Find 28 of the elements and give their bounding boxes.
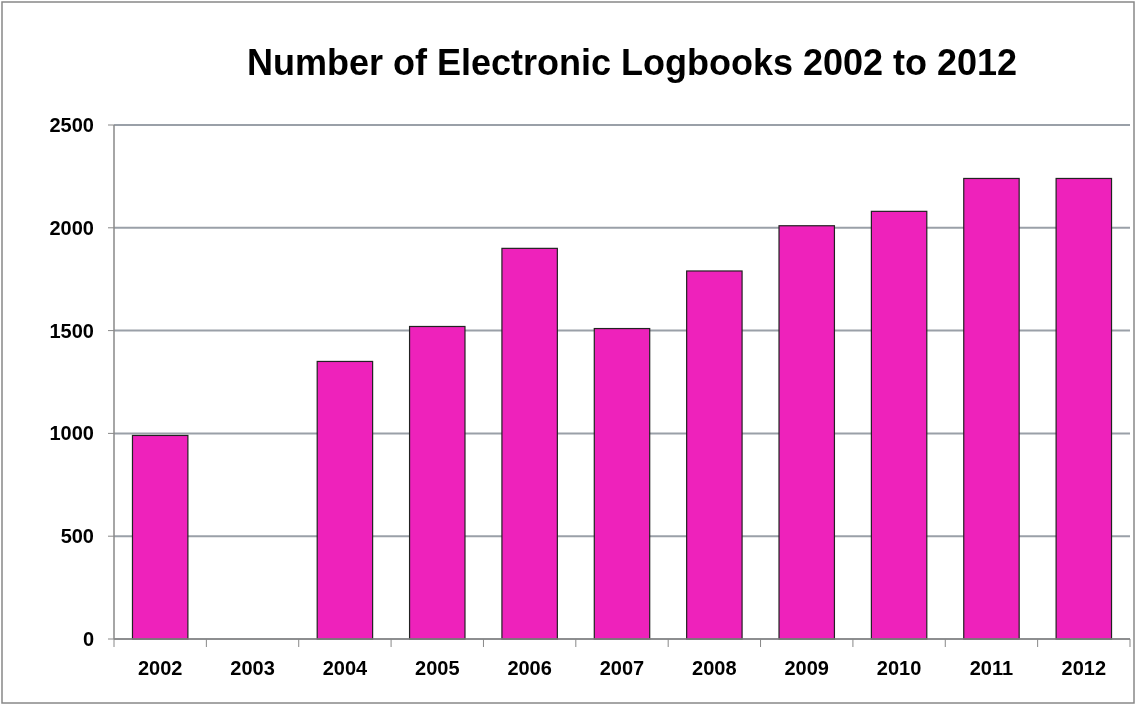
bar — [778, 225, 836, 640]
x-tick-label: 2007 — [599, 657, 645, 679]
y-tick-label: 500 — [60, 525, 94, 548]
x-tick-label: 2004 — [322, 657, 369, 679]
x-tick-label: 2005 — [415, 657, 460, 679]
bar — [408, 325, 466, 640]
y-tick-label: 1000 — [49, 422, 94, 445]
bar — [870, 210, 928, 640]
bar — [131, 434, 189, 640]
x-tick-label: 2002 — [137, 657, 183, 679]
bar — [1055, 177, 1113, 640]
x-tick-label: 2012 — [1061, 657, 1107, 679]
y-tick-label: 2500 — [49, 114, 94, 136]
x-tick-label: 2008 — [692, 657, 737, 679]
bar — [963, 177, 1020, 640]
x-tick-label: 2003 — [230, 657, 275, 679]
x-tick-label: 2009 — [784, 657, 829, 679]
bar — [501, 247, 558, 640]
y-tick-label: 1500 — [49, 319, 94, 342]
x-tick-label: 2006 — [507, 657, 552, 679]
chart-title: Number of Electronic Logbooks 2002 to 2012 — [246, 42, 1018, 83]
bar — [686, 270, 743, 640]
x-tick-label: 2010 — [876, 657, 922, 679]
bar — [593, 327, 651, 640]
y-tick-label: 2000 — [49, 216, 94, 239]
x-tick-label: 2011 — [969, 657, 1014, 679]
y-tick-label: 0 — [82, 628, 94, 650]
bar — [316, 360, 374, 640]
